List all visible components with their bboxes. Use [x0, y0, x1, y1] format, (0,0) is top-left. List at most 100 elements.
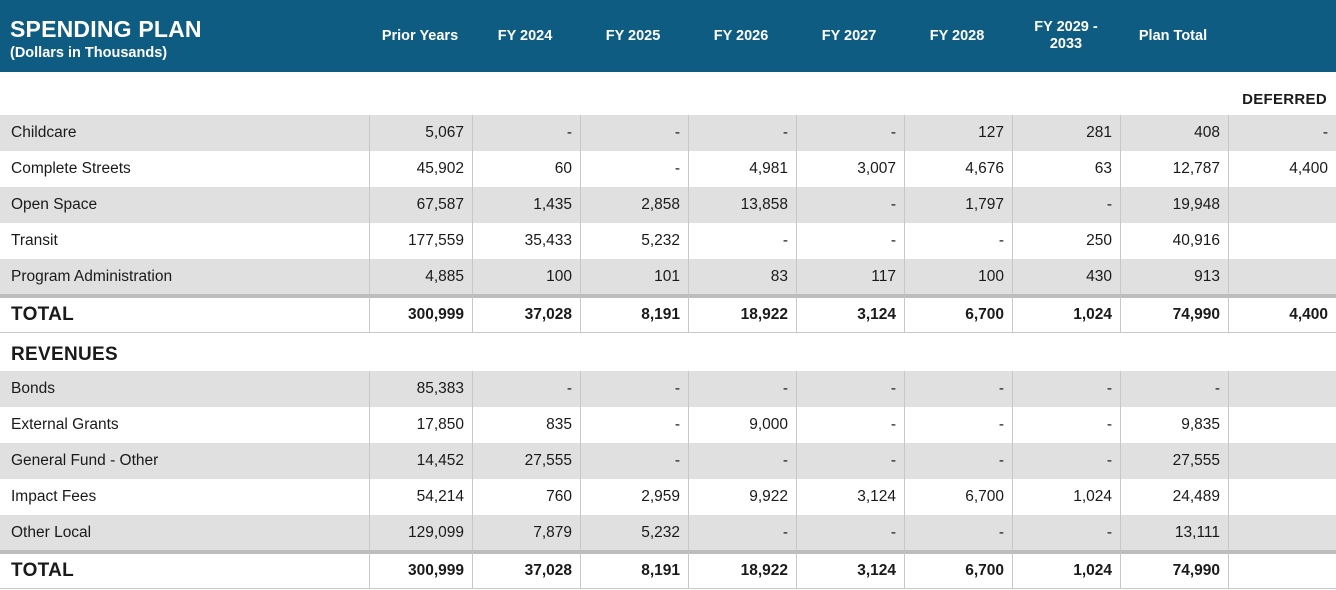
table-cell: 300,999: [369, 297, 472, 333]
row-label: Complete Streets: [11, 160, 131, 177]
table-cell: 835: [472, 407, 580, 443]
table-cell: 4,400: [1228, 151, 1336, 187]
row-label: TOTAL: [11, 560, 75, 581]
table-cell: -: [1012, 407, 1120, 443]
table-cell: 5,232: [580, 223, 688, 259]
deferred-column-header: DEFERRED: [1242, 91, 1327, 108]
table-cell: -: [904, 223, 1012, 259]
table-cell: 1,024: [1012, 479, 1120, 515]
row-label: General Fund - Other: [11, 452, 159, 469]
table-cell: 4,885: [369, 259, 472, 295]
table-cell: -: [580, 443, 688, 479]
table-cell: 9,922: [688, 479, 796, 515]
table-cell: [1228, 259, 1336, 295]
table-cell: 13,111: [1120, 515, 1228, 551]
table-cell: 13,858: [688, 187, 796, 223]
table-cell: 2,959: [580, 479, 688, 515]
table-cell: 408: [1120, 115, 1228, 151]
total-row: TOTAL 300,999 37,028 8,191 18,922 3,124 6,700 1…: [0, 297, 1336, 333]
table-header: SPENDING PLAN (Dollars in Thousands) Pri…: [0, 0, 1336, 72]
table-cell: 6,700: [904, 297, 1012, 333]
table-cell: [1228, 371, 1336, 407]
table-cell: [1228, 407, 1336, 443]
table-cell: 24,489: [1120, 479, 1228, 515]
table-cell: 12,787: [1120, 151, 1228, 187]
table-cell: -: [580, 371, 688, 407]
table-cell: -: [796, 371, 904, 407]
table-cell: -: [1012, 515, 1120, 551]
table-cell: 100: [472, 259, 580, 295]
table-cell: 7,879: [472, 515, 580, 551]
table-cell: -: [688, 371, 796, 407]
page-subtitle: (Dollars in Thousands): [10, 45, 168, 61]
table-cell: 913: [1120, 259, 1228, 295]
table-cell: [1228, 187, 1336, 223]
table-cell: -: [1012, 187, 1120, 223]
table-cell: 3,124: [796, 479, 904, 515]
table-cell: 250: [1012, 223, 1120, 259]
row-label: Other Local: [11, 524, 92, 541]
table-cell: 1,024: [1012, 297, 1120, 333]
table-cell: 300,999: [369, 553, 472, 589]
table-cell: 74,990: [1120, 297, 1228, 333]
table-cell: -: [1228, 115, 1336, 151]
table-cell: 27,555: [1120, 443, 1228, 479]
table-cell: 60: [472, 151, 580, 187]
table-cell: 67,587: [369, 187, 472, 223]
table-cell: 3,124: [796, 553, 904, 589]
table-cell: -: [580, 407, 688, 443]
table-cell: 83: [688, 259, 796, 295]
table-cell: -: [1012, 371, 1120, 407]
table-cell: 760: [472, 479, 580, 515]
table-cell: -: [472, 115, 580, 151]
table-cell: 40,916: [1120, 223, 1228, 259]
table-cell: 85,383: [369, 371, 472, 407]
table-cell: -: [796, 187, 904, 223]
row-label: Program Administration: [11, 268, 173, 285]
table-row: Impact Fees 54,214 760 2,959 9,922 3,124 6,700…: [0, 479, 1336, 515]
table-cell: 37,028: [472, 297, 580, 333]
table-cell: -: [904, 515, 1012, 551]
table-cell: -: [688, 115, 796, 151]
total-row: TOTAL 300,999 37,028 8,191 18,922 3,124 6,700 1…: [0, 553, 1336, 589]
table-cell: 4,400: [1228, 297, 1336, 333]
table-cell: -: [904, 371, 1012, 407]
table-cell: -: [580, 151, 688, 187]
table-cell: 37,028: [472, 553, 580, 589]
table-cell: -: [796, 515, 904, 551]
row-label: Transit: [11, 232, 58, 249]
table-cell: -: [796, 443, 904, 479]
table-cell: 14,452: [369, 443, 472, 479]
revenues-heading: REVENUES: [11, 344, 118, 365]
table-cell: 6,700: [904, 479, 1012, 515]
column-header: Prior Years: [381, 27, 459, 44]
table-cell: 3,124: [796, 297, 904, 333]
table-row: General Fund - Other 14,452 27,555- - - - -27,…: [0, 443, 1336, 479]
table-cell: 117: [796, 259, 904, 295]
table-cell: 5,232: [580, 515, 688, 551]
column-header: Plan Total: [1138, 27, 1208, 44]
table-cell: [1228, 515, 1336, 551]
table-cell: 2,858: [580, 187, 688, 223]
row-label: Childcare: [11, 124, 77, 141]
table-cell: 127: [904, 115, 1012, 151]
table-cell: 6,700: [904, 553, 1012, 589]
table-cell: [1228, 479, 1336, 515]
page-title: SPENDING PLAN: [10, 16, 202, 42]
table-cell: 63: [1012, 151, 1120, 187]
column-header: FY 2029 - 2033: [1034, 19, 1098, 52]
row-label: Impact Fees: [11, 488, 97, 505]
table-cell: [1228, 443, 1336, 479]
table-cell: 18,922: [688, 553, 796, 589]
row-label: External Grants: [11, 416, 119, 433]
table-cell: 430: [1012, 259, 1120, 295]
row-label: Open Space: [11, 196, 98, 213]
table-cell: -: [796, 407, 904, 443]
table-cell: -: [796, 223, 904, 259]
column-header: FY 2024: [497, 27, 553, 44]
table-cell: 1,797: [904, 187, 1012, 223]
table-cell: 281: [1012, 115, 1120, 151]
table-cell: 8,191: [580, 297, 688, 333]
table-cell: -: [688, 515, 796, 551]
table-cell: 101: [580, 259, 688, 295]
